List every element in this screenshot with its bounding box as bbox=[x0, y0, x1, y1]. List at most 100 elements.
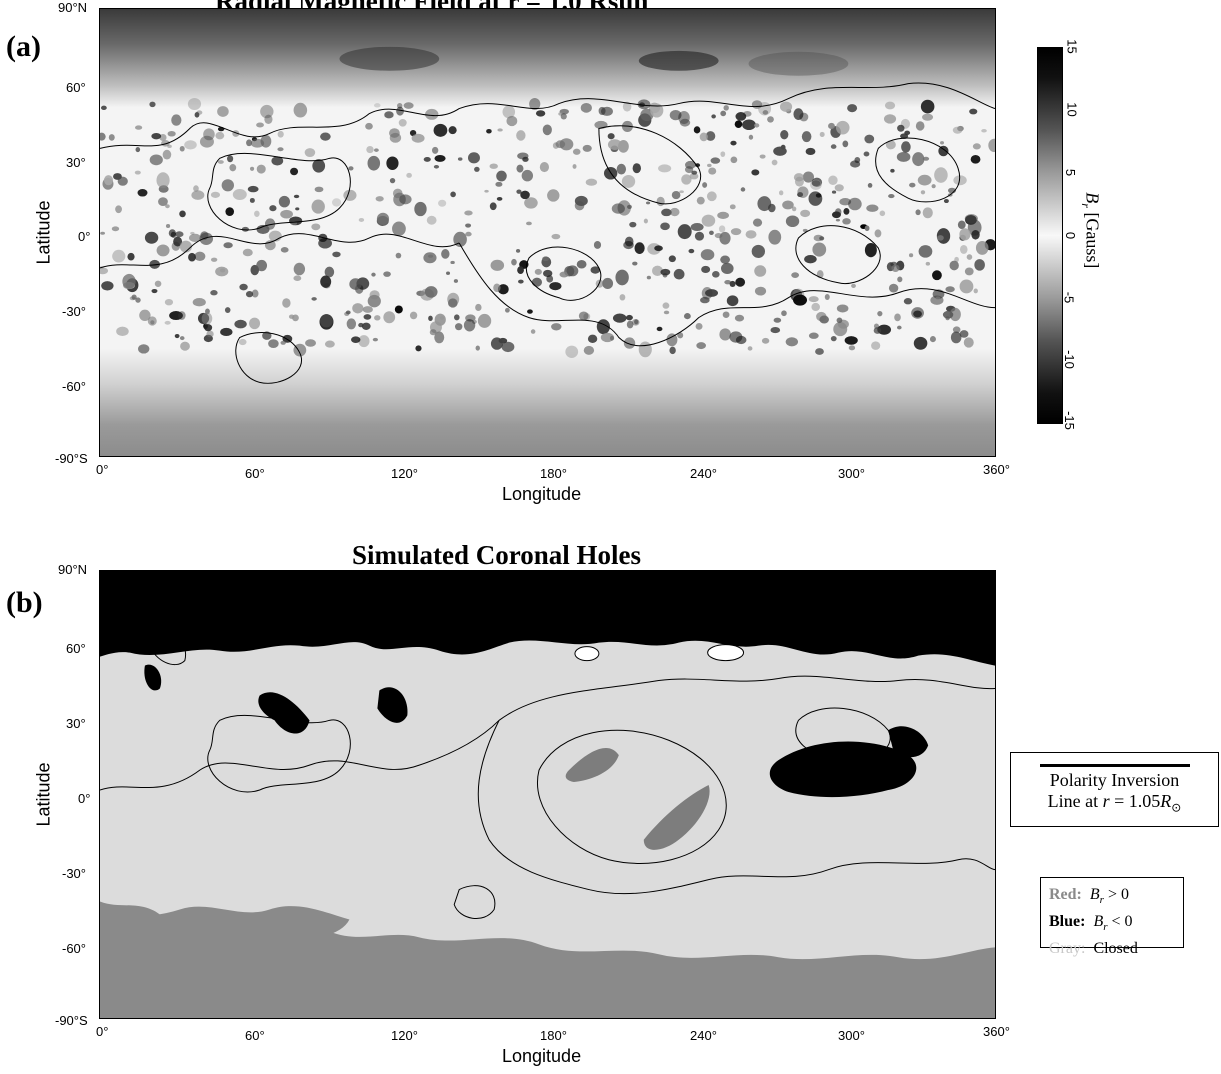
magnetic-spot bbox=[250, 138, 265, 148]
magnetic-spot bbox=[232, 188, 247, 200]
magnetic-spot bbox=[897, 124, 905, 132]
magnetic-spot bbox=[249, 317, 261, 330]
magnetic-spot bbox=[598, 106, 606, 116]
magnetic-spot bbox=[894, 313, 901, 322]
magnetic-spot bbox=[108, 134, 115, 141]
magnetic-spot bbox=[475, 303, 482, 312]
magnetic-spot bbox=[210, 191, 221, 198]
a-xtick-300: 300° bbox=[838, 466, 865, 481]
magnetic-spot bbox=[171, 114, 182, 126]
magnetic-spot bbox=[864, 134, 875, 144]
magnetic-spot bbox=[871, 341, 881, 350]
magnetic-spot bbox=[100, 231, 105, 235]
magnetic-spot bbox=[168, 229, 176, 237]
magnetic-spot bbox=[498, 337, 508, 344]
magnetic-spot bbox=[638, 341, 652, 358]
magnetic-spot bbox=[701, 265, 711, 274]
magnetic-spot bbox=[873, 327, 882, 334]
magnetic-spot bbox=[465, 231, 472, 237]
magnetic-spot bbox=[135, 146, 141, 153]
magnetic-spot bbox=[486, 128, 492, 134]
magnetic-spot bbox=[729, 280, 736, 288]
magnetic-spot bbox=[694, 231, 705, 241]
magnetic-spot bbox=[834, 184, 844, 192]
magnetic-spot bbox=[264, 240, 276, 251]
magnetic-spot bbox=[836, 317, 843, 324]
magnetic-spot bbox=[751, 100, 763, 109]
legend-red: Red: Br > 0 bbox=[1049, 886, 1129, 907]
magnetic-spot bbox=[256, 224, 270, 234]
magnetic-spot bbox=[863, 151, 870, 157]
magnetic-spot bbox=[949, 260, 959, 271]
legend-blue: Blue: Br < 0 bbox=[1049, 913, 1133, 934]
magnetic-spot bbox=[935, 296, 941, 300]
magnetic-spot bbox=[890, 168, 895, 173]
magnetic-spot bbox=[217, 106, 229, 117]
magnetic-spot bbox=[159, 134, 167, 142]
magnetic-spot bbox=[768, 229, 782, 245]
magnetic-spot bbox=[260, 104, 274, 119]
magnetic-spot bbox=[100, 132, 106, 141]
magnetic-spot bbox=[450, 260, 455, 265]
magnetic-spot bbox=[398, 119, 407, 127]
magnetic-spot bbox=[332, 251, 341, 258]
magnetic-spot bbox=[194, 251, 206, 261]
magnetic-spot bbox=[847, 104, 858, 113]
magnetic-spot bbox=[516, 164, 524, 173]
magnetic-spot bbox=[516, 130, 526, 141]
magnetic-spot bbox=[627, 204, 633, 210]
magnetic-spot bbox=[932, 270, 942, 281]
magnetic-spot bbox=[625, 314, 633, 321]
magnetic-spot bbox=[959, 330, 969, 338]
magnetic-spot bbox=[879, 210, 886, 217]
magnetic-spot bbox=[366, 145, 374, 154]
magnetic-spot bbox=[131, 294, 137, 300]
magnetic-spot bbox=[585, 178, 598, 186]
magnetic-spot bbox=[940, 141, 945, 145]
magnetic-spot bbox=[293, 275, 302, 281]
magnetic-spot bbox=[842, 218, 851, 225]
magnetic-spot bbox=[572, 148, 581, 155]
magnetic-spot bbox=[384, 111, 394, 119]
magnetic-spot bbox=[607, 139, 622, 150]
magnetic-spot bbox=[888, 283, 899, 293]
cbar-tick-5: 5 bbox=[1063, 168, 1079, 177]
magnetic-spot bbox=[836, 304, 849, 313]
magnetic-spot bbox=[624, 236, 634, 247]
magnetic-spot bbox=[735, 112, 747, 121]
magnetic-spot bbox=[247, 185, 259, 193]
magnetic-spot bbox=[546, 275, 554, 283]
magnetic-spot bbox=[782, 200, 794, 210]
magnetic-spot bbox=[656, 326, 663, 332]
panel-b-map bbox=[99, 570, 996, 1019]
magnetic-spot bbox=[448, 298, 458, 308]
magnetic-spot bbox=[835, 120, 850, 135]
magnetic-spot bbox=[278, 195, 290, 208]
magnetic-spot bbox=[712, 271, 720, 278]
magnetic-spot bbox=[720, 110, 727, 117]
magnetic-spot bbox=[652, 265, 663, 277]
magnetic-spot bbox=[139, 309, 151, 322]
magnetic-spot bbox=[565, 345, 579, 358]
magnetic-spot bbox=[770, 326, 781, 334]
magnetic-spot bbox=[810, 179, 822, 190]
coronal-holes-map bbox=[100, 571, 995, 1018]
magnetic-spot bbox=[634, 242, 645, 255]
magnetic-spot bbox=[729, 204, 736, 210]
magnetic-spot bbox=[850, 160, 861, 168]
magnetic-spot bbox=[220, 268, 226, 273]
magnetic-spot bbox=[839, 198, 852, 206]
magnetic-spot bbox=[369, 290, 380, 300]
magnetic-spot bbox=[164, 320, 171, 325]
magnetic-spot bbox=[705, 289, 719, 297]
magnetic-spot bbox=[751, 169, 760, 176]
magnetic-spot bbox=[293, 102, 308, 118]
magnetic-spot bbox=[290, 167, 299, 176]
colorbar bbox=[1037, 47, 1063, 424]
magnetic-spot bbox=[634, 319, 639, 325]
magnetic-spot bbox=[560, 113, 567, 120]
magnetic-spot bbox=[572, 164, 577, 169]
magnetic-spot bbox=[165, 224, 171, 229]
magnetic-spot bbox=[374, 315, 381, 321]
magnetic-spot bbox=[331, 198, 342, 207]
